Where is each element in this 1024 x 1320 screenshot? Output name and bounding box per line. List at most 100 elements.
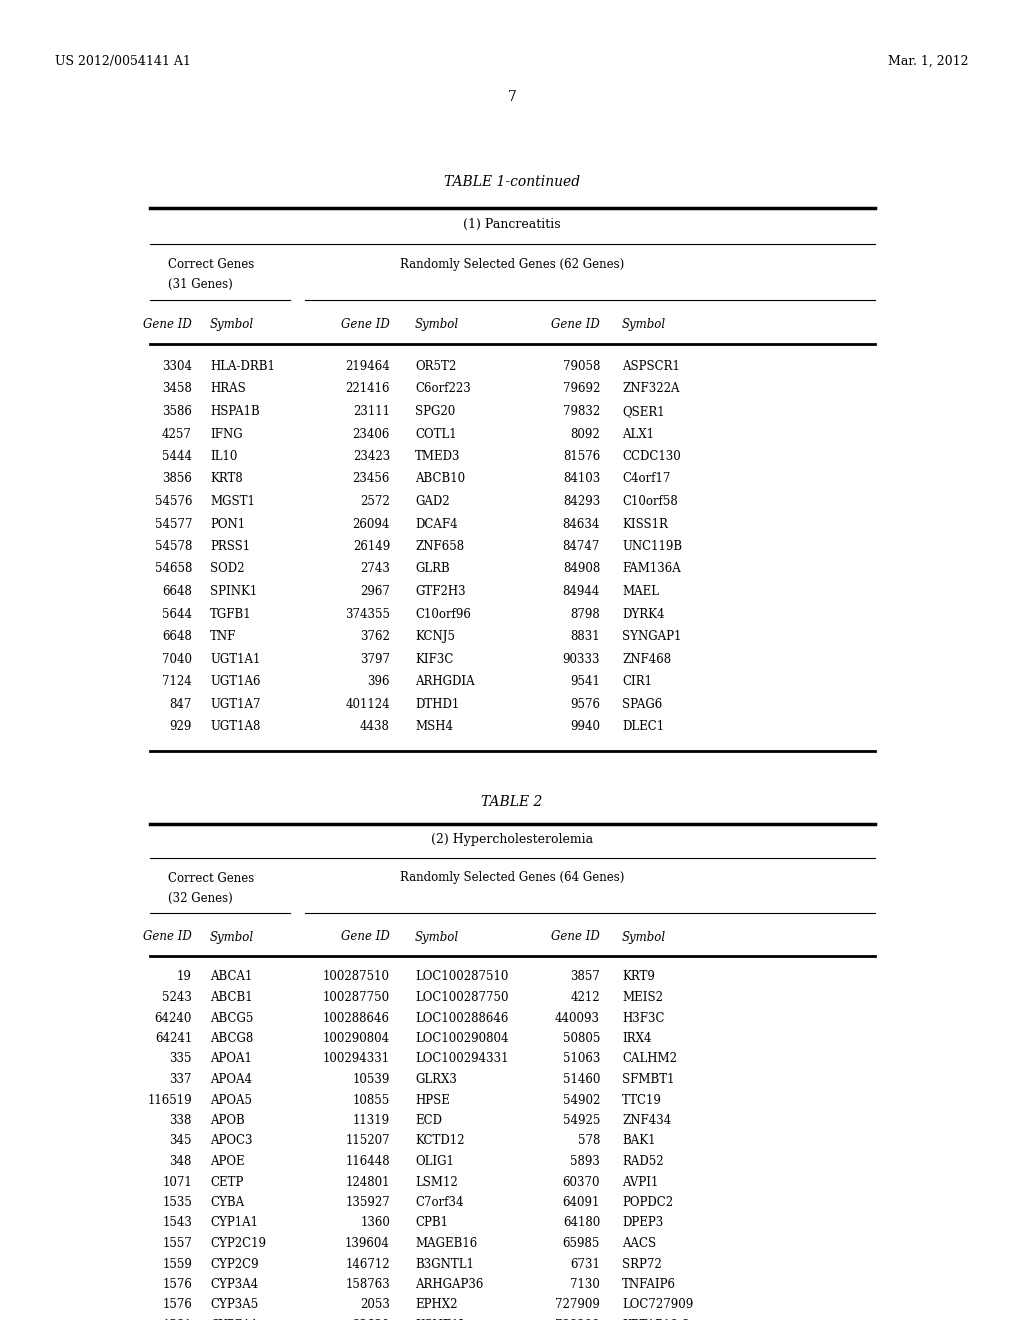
Text: 8092: 8092 <box>570 428 600 441</box>
Text: 5243: 5243 <box>162 991 193 1005</box>
Text: Symbol: Symbol <box>622 318 667 331</box>
Text: 79832: 79832 <box>563 405 600 418</box>
Text: 84293: 84293 <box>563 495 600 508</box>
Text: 727909: 727909 <box>555 1299 600 1312</box>
Text: IRX4: IRX4 <box>622 1032 651 1045</box>
Text: MSH4: MSH4 <box>415 719 453 733</box>
Text: COTL1: COTL1 <box>415 428 457 441</box>
Text: 5893: 5893 <box>570 1155 600 1168</box>
Text: 2743: 2743 <box>360 562 390 576</box>
Text: 60370: 60370 <box>562 1176 600 1188</box>
Text: 100288646: 100288646 <box>323 1011 390 1024</box>
Text: PRSS1: PRSS1 <box>210 540 250 553</box>
Text: 396: 396 <box>368 675 390 688</box>
Text: Gene ID: Gene ID <box>551 318 600 331</box>
Text: 54577: 54577 <box>155 517 193 531</box>
Text: 5644: 5644 <box>162 607 193 620</box>
Text: 929: 929 <box>170 719 193 733</box>
Text: KCNJ5: KCNJ5 <box>415 630 455 643</box>
Text: CYP2C9: CYP2C9 <box>210 1258 259 1270</box>
Text: 64240: 64240 <box>155 1011 193 1024</box>
Text: 54925: 54925 <box>562 1114 600 1127</box>
Text: ABCG8: ABCG8 <box>210 1032 253 1045</box>
Text: SPINK1: SPINK1 <box>210 585 257 598</box>
Text: B3GNTL1: B3GNTL1 <box>415 1258 474 1270</box>
Text: 8798: 8798 <box>570 607 600 620</box>
Text: RAD52: RAD52 <box>622 1155 664 1168</box>
Text: US 2012/0054141 A1: US 2012/0054141 A1 <box>55 55 190 69</box>
Text: 90333: 90333 <box>562 652 600 665</box>
Text: SFMBT1: SFMBT1 <box>622 1073 675 1086</box>
Text: 3797: 3797 <box>360 652 390 665</box>
Text: ZNF322A: ZNF322A <box>622 383 680 396</box>
Text: APOA4: APOA4 <box>210 1073 252 1086</box>
Text: 2053: 2053 <box>360 1299 390 1312</box>
Text: Randomly Selected Genes (64 Genes): Randomly Selected Genes (64 Genes) <box>399 871 625 884</box>
Text: ARHGDIA: ARHGDIA <box>415 675 475 688</box>
Text: 7040: 7040 <box>162 652 193 665</box>
Text: 100287750: 100287750 <box>323 991 390 1005</box>
Text: 219464: 219464 <box>345 360 390 374</box>
Text: 401124: 401124 <box>345 697 390 710</box>
Text: TMED3: TMED3 <box>415 450 461 463</box>
Text: 100290804: 100290804 <box>323 1032 390 1045</box>
Text: Mar. 1, 2012: Mar. 1, 2012 <box>889 55 969 69</box>
Text: 146712: 146712 <box>345 1258 390 1270</box>
Text: DYRK4: DYRK4 <box>622 607 665 620</box>
Text: 84103: 84103 <box>563 473 600 486</box>
Text: CCDC130: CCDC130 <box>622 450 681 463</box>
Text: 100287510: 100287510 <box>323 970 390 983</box>
Text: MAEL: MAEL <box>622 585 659 598</box>
Text: 79058: 79058 <box>562 360 600 374</box>
Text: 1535: 1535 <box>162 1196 193 1209</box>
Text: CYP3A4: CYP3A4 <box>210 1278 258 1291</box>
Text: SPG20: SPG20 <box>415 405 456 418</box>
Text: TNFAIP6: TNFAIP6 <box>622 1278 676 1291</box>
Text: 1557: 1557 <box>162 1237 193 1250</box>
Text: 100294331: 100294331 <box>323 1052 390 1065</box>
Text: AACS: AACS <box>622 1237 656 1250</box>
Text: Gene ID: Gene ID <box>551 931 600 944</box>
Text: 3762: 3762 <box>360 630 390 643</box>
Text: MEIS2: MEIS2 <box>622 991 663 1005</box>
Text: 6731: 6731 <box>570 1258 600 1270</box>
Text: CPB1: CPB1 <box>415 1217 449 1229</box>
Text: Symbol: Symbol <box>415 931 459 944</box>
Text: 10855: 10855 <box>352 1093 390 1106</box>
Text: 374355: 374355 <box>345 607 390 620</box>
Text: 4438: 4438 <box>360 719 390 733</box>
Text: DCAF4: DCAF4 <box>415 517 458 531</box>
Text: ALX1: ALX1 <box>622 428 654 441</box>
Text: 135927: 135927 <box>345 1196 390 1209</box>
Text: Gene ID: Gene ID <box>143 318 193 331</box>
Text: 4212: 4212 <box>570 991 600 1005</box>
Text: 2967: 2967 <box>360 585 390 598</box>
Text: ZNF658: ZNF658 <box>415 540 464 553</box>
Text: 139604: 139604 <box>345 1237 390 1250</box>
Text: C4orf17: C4orf17 <box>622 473 671 486</box>
Text: DTHD1: DTHD1 <box>415 697 459 710</box>
Text: 1559: 1559 <box>162 1258 193 1270</box>
Text: 1543: 1543 <box>162 1217 193 1229</box>
Text: 1360: 1360 <box>360 1217 390 1229</box>
Text: KCTD12: KCTD12 <box>415 1134 465 1147</box>
Text: 847: 847 <box>170 697 193 710</box>
Text: LOC100294331: LOC100294331 <box>415 1052 509 1065</box>
Text: LOC100288646: LOC100288646 <box>415 1011 508 1024</box>
Text: 5444: 5444 <box>162 450 193 463</box>
Text: IFNG: IFNG <box>210 428 243 441</box>
Text: Symbol: Symbol <box>210 931 254 944</box>
Text: 3856: 3856 <box>162 473 193 486</box>
Text: 64091: 64091 <box>562 1196 600 1209</box>
Text: ABCA1: ABCA1 <box>210 970 252 983</box>
Text: Symbol: Symbol <box>415 318 459 331</box>
Text: C7orf34: C7orf34 <box>415 1196 464 1209</box>
Text: ARHGAP36: ARHGAP36 <box>415 1278 483 1291</box>
Text: 335: 335 <box>170 1052 193 1065</box>
Text: TABLE 1-continued: TABLE 1-continued <box>444 176 580 189</box>
Text: UGT1A6: UGT1A6 <box>210 675 260 688</box>
Text: MAGEB16: MAGEB16 <box>415 1237 477 1250</box>
Text: LOC100290804: LOC100290804 <box>415 1032 509 1045</box>
Text: 84908: 84908 <box>563 562 600 576</box>
Text: 84944: 84944 <box>562 585 600 598</box>
